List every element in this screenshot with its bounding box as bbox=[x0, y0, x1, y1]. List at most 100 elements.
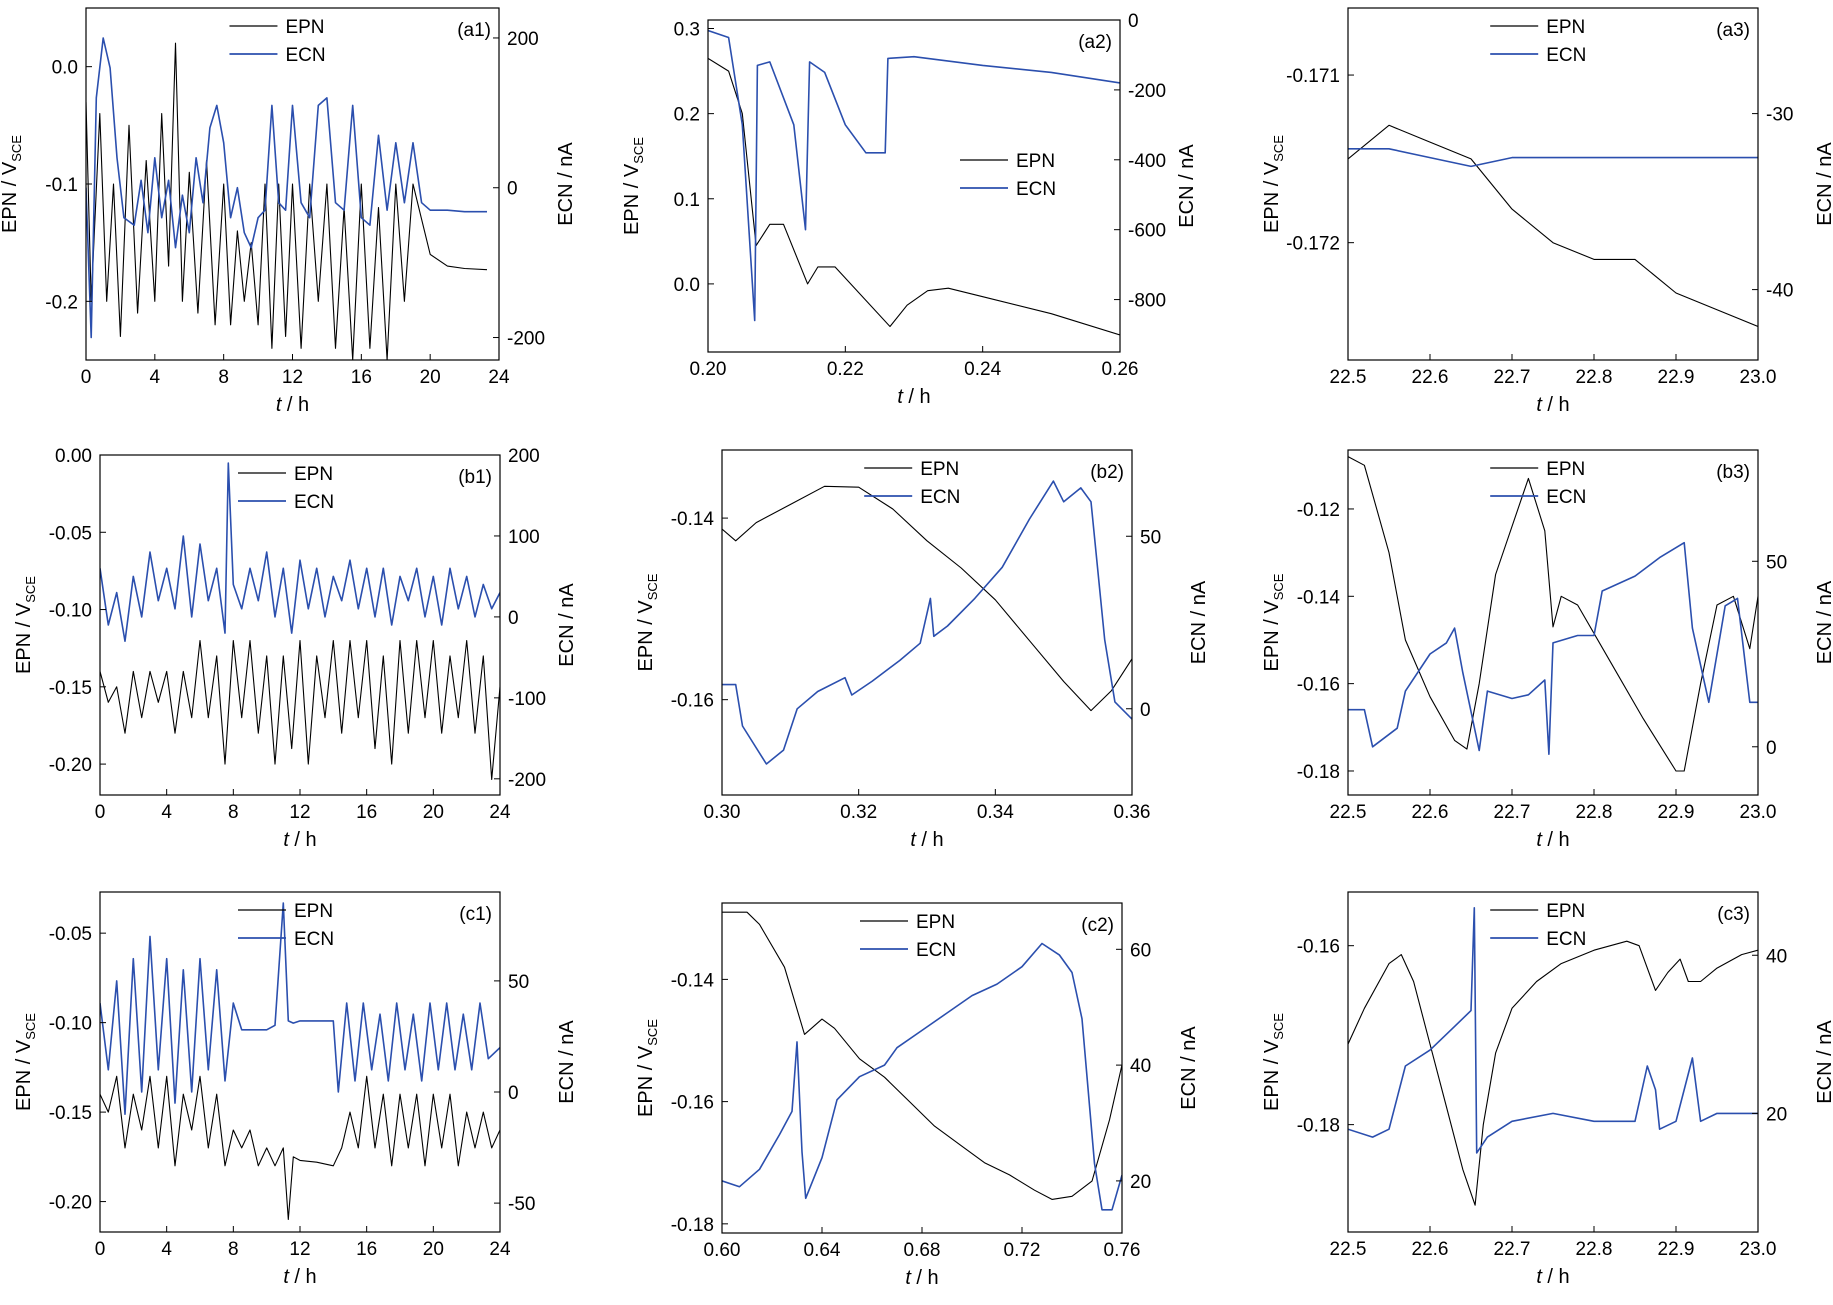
plot-frame bbox=[721, 449, 1133, 796]
panel-label: (c2) bbox=[1081, 915, 1114, 936]
panel-a1: 0 4 8 12 16 20 24 -0.2 -0.1 0.0 -200 0 200 t / h EPN /… bbox=[0, 7, 577, 416]
series-epn-line bbox=[100, 1075, 500, 1221]
x-tick-label: 0 bbox=[95, 802, 106, 823]
x-tick-label: 0.34 bbox=[977, 802, 1014, 823]
y-right-tick-label: 50 bbox=[508, 972, 529, 993]
legend-label-epn: EPN bbox=[1546, 17, 1585, 38]
y-right-tick-label: 0 bbox=[1128, 11, 1139, 32]
panel-b1: 0 4 8 12 16 20 24 -0.20 -0.15 -0.10 -0.05 0.00 -200 -… bbox=[13, 446, 578, 851]
x-tick-label: 0.76 bbox=[1104, 1240, 1141, 1261]
y-left-tick-label: 0.0 bbox=[674, 275, 700, 296]
x-tick-label: 4 bbox=[150, 367, 161, 388]
x-tick-label: 22.6 bbox=[1412, 367, 1449, 388]
x-tick-label: 8 bbox=[228, 802, 239, 823]
y-left-axis-label: EPN / VSCE bbox=[13, 576, 38, 674]
y-left-tick-label: 0.1 bbox=[674, 190, 700, 211]
x-tick-label: 24 bbox=[489, 802, 511, 823]
series-ecn-line bbox=[1348, 906, 1758, 1154]
panel-label: (a1) bbox=[457, 20, 491, 41]
y-left-tick-label: -0.2 bbox=[45, 292, 78, 313]
y-left-axis-label: EPN / VSCE bbox=[635, 573, 660, 671]
series-ecn-line bbox=[1348, 148, 1758, 168]
x-tick-label: 0.26 bbox=[1102, 359, 1139, 380]
panel-b3: 22.5 22.6 22.7 22.8 22.9 23.0 -0.18 -0.16 -0.14 -… bbox=[1261, 449, 1833, 851]
panel-label: (b3) bbox=[1716, 462, 1750, 483]
panel-label: (b1) bbox=[458, 467, 492, 488]
series-epn-line bbox=[1348, 940, 1758, 1206]
plot-frame bbox=[1347, 7, 1759, 361]
x-tick-label: 22.6 bbox=[1412, 802, 1449, 823]
x-axis-label: t / h bbox=[283, 1266, 316, 1288]
x-axis-label: t / h bbox=[905, 1267, 938, 1289]
y-right-tick-label: 0 bbox=[507, 179, 518, 200]
y-right-tick-label: 40 bbox=[1130, 1056, 1151, 1077]
y-right-axis-label: ECN / nA bbox=[1814, 142, 1833, 226]
x-tick-label: 16 bbox=[356, 1239, 377, 1260]
y-right-tick-label: 0 bbox=[508, 1083, 519, 1104]
y-right-tick-label: 100 bbox=[508, 527, 540, 548]
panel-label: (a2) bbox=[1078, 32, 1112, 53]
x-tick-label: 23.0 bbox=[1740, 1239, 1777, 1260]
y-right-tick-label: -200 bbox=[1128, 81, 1166, 102]
legend-label-epn: EPN bbox=[1016, 151, 1055, 172]
y-left-axis-label: EPN / VSCE bbox=[13, 1013, 38, 1111]
series-ecn-line bbox=[100, 902, 500, 1115]
y-right-tick-label: 200 bbox=[507, 29, 539, 50]
y-left-tick-label: -0.14 bbox=[671, 509, 715, 530]
y-right-tick-label: -100 bbox=[508, 689, 546, 710]
y-right-tick-label: -600 bbox=[1128, 221, 1166, 242]
y-right-tick-label: 0 bbox=[1766, 738, 1777, 759]
y-left-tick-label: -0.16 bbox=[1297, 675, 1340, 696]
x-tick-label: 22.8 bbox=[1576, 802, 1613, 823]
y-right-tick-label: 50 bbox=[1766, 552, 1787, 573]
y-left-axis-label: EPN / VSCE bbox=[0, 135, 24, 233]
x-tick-label: 16 bbox=[351, 367, 372, 388]
y-right-tick-label: 40 bbox=[1766, 946, 1787, 967]
y-left-tick-label: -0.18 bbox=[1297, 1116, 1340, 1137]
x-axis-label: t / h bbox=[897, 386, 930, 408]
legend-label-ecn: ECN bbox=[1546, 45, 1586, 66]
y-left-tick-label: -0.18 bbox=[1297, 762, 1340, 783]
legend-label-epn: EPN bbox=[1546, 459, 1585, 480]
y-left-tick-label: -0.172 bbox=[1286, 234, 1340, 255]
series-epn-line bbox=[86, 42, 488, 360]
series-epn-line bbox=[100, 639, 500, 781]
y-left-axis-label: EPN / VSCE bbox=[1261, 1013, 1286, 1111]
y-right-tick-label: -40 bbox=[1766, 281, 1793, 302]
legend-label-epn: EPN bbox=[294, 901, 333, 922]
y-right-tick-label: -200 bbox=[508, 770, 546, 791]
y-left-tick-label: -0.10 bbox=[49, 601, 92, 622]
series-epn-line bbox=[722, 911, 1122, 1200]
x-tick-label: 0.24 bbox=[964, 359, 1001, 380]
legend-label-ecn: ECN bbox=[1016, 179, 1056, 200]
y-left-tick-label: -0.12 bbox=[1297, 500, 1340, 521]
legend-label-epn: EPN bbox=[916, 912, 955, 933]
x-axis-label: t / h bbox=[283, 829, 316, 851]
x-tick-label: 24 bbox=[488, 367, 510, 388]
legend-label-epn: EPN bbox=[294, 464, 333, 485]
x-tick-label: 23.0 bbox=[1740, 802, 1777, 823]
legend-label-ecn: ECN bbox=[285, 45, 325, 66]
x-axis-label: t / h bbox=[1536, 829, 1569, 851]
x-axis-label: t / h bbox=[276, 394, 309, 416]
y-left-tick-label: 0.2 bbox=[674, 105, 700, 126]
x-tick-label: 12 bbox=[282, 367, 303, 388]
panel-a2: 0.20 0.22 0.24 0.26 0.0 0.1 0.2 0.3 -800 -600 -400… bbox=[621, 11, 1198, 408]
y-left-tick-label: -0.15 bbox=[49, 678, 92, 699]
series-epn-line bbox=[1348, 124, 1758, 328]
x-tick-label: 8 bbox=[228, 1239, 239, 1260]
y-left-tick-label: -0.20 bbox=[49, 1193, 92, 1214]
x-tick-label: 22.7 bbox=[1494, 1239, 1531, 1260]
x-tick-label: 22.9 bbox=[1658, 802, 1695, 823]
x-tick-label: 22.9 bbox=[1658, 1239, 1695, 1260]
x-tick-label: 0 bbox=[81, 367, 92, 388]
x-tick-label: 8 bbox=[218, 367, 229, 388]
x-tick-label: 22.7 bbox=[1494, 367, 1531, 388]
series-ecn-line bbox=[100, 462, 500, 643]
y-right-axis-label: ECN / nA bbox=[556, 1020, 578, 1104]
x-tick-label: 22.9 bbox=[1658, 367, 1695, 388]
plot-frame bbox=[1347, 449, 1759, 796]
legend-label-ecn: ECN bbox=[1546, 487, 1586, 508]
panel-label: (c3) bbox=[1717, 904, 1750, 925]
y-right-tick-label: 20 bbox=[1766, 1104, 1787, 1125]
